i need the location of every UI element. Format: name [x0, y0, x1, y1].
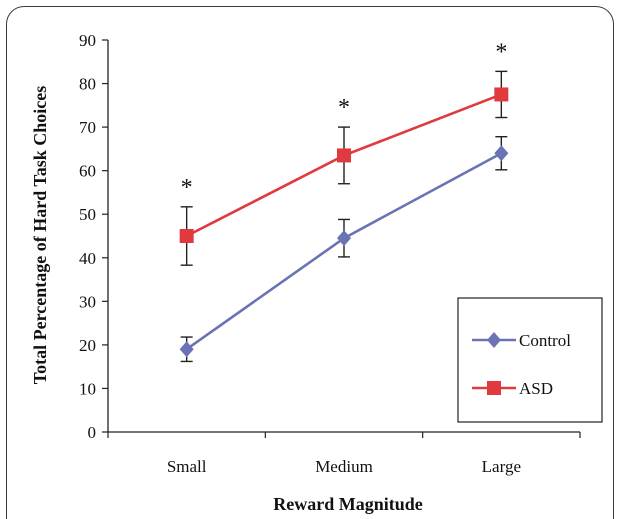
- data-point: [337, 148, 351, 163]
- x-tick-label: Small: [167, 457, 207, 476]
- data-point: [337, 230, 351, 247]
- y-tick-label: 0: [88, 423, 97, 442]
- y-tick-label: 20: [79, 336, 96, 355]
- y-tick-label: 40: [79, 249, 96, 268]
- y-tick-label: 80: [79, 75, 96, 94]
- x-tick-label: Large: [482, 457, 521, 476]
- x-axis-title: Reward Magnitude: [273, 494, 423, 514]
- significance-star: *: [495, 39, 507, 65]
- y-axis: 0 10 20 30 40 50 60 70 80 90: [79, 31, 109, 442]
- y-tick-label: 30: [79, 292, 96, 311]
- data-point: [179, 341, 194, 358]
- x-tick-label: Medium: [315, 457, 373, 476]
- series-asd: [179, 70, 509, 266]
- legend-marker: [487, 332, 501, 348]
- data-point: [179, 229, 194, 243]
- legend-label: Control: [519, 331, 571, 350]
- legend-label: ASD: [519, 379, 553, 398]
- legend-box: [457, 297, 603, 423]
- y-tick-label: 10: [79, 379, 96, 398]
- x-axis: Small Medium Large: [107, 431, 581, 476]
- legend-marker: [487, 381, 501, 395]
- data-point: [494, 87, 509, 102]
- significance-star: *: [181, 175, 193, 201]
- series-control: [179, 135, 509, 363]
- series-group: [179, 70, 509, 363]
- y-tick-label: 50: [79, 205, 96, 224]
- legend-item-control: Control: [472, 331, 571, 350]
- y-tick-label: 70: [79, 118, 96, 137]
- y-tick-label: 90: [79, 31, 96, 50]
- legend-item-asd: ASD: [472, 379, 553, 398]
- significance-markers: * * *: [181, 39, 508, 200]
- data-point: [494, 145, 509, 162]
- y-axis-title: Total Percentage of Hard Task Choices: [30, 86, 50, 385]
- significance-star: *: [338, 95, 350, 121]
- y-tick-label: 60: [79, 162, 96, 181]
- legend: Control ASD: [457, 297, 603, 423]
